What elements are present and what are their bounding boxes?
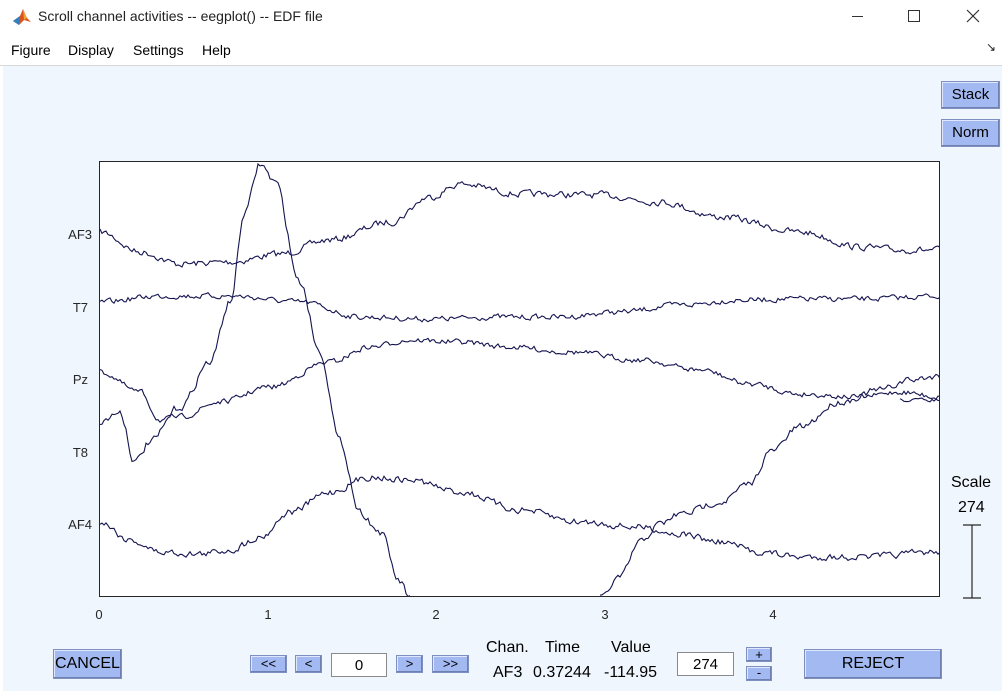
scroll-first-button[interactable]: << <box>250 655 287 673</box>
trace-af4 <box>100 475 939 562</box>
value-header: Value <box>611 639 651 656</box>
trace-af4-tail <box>899 397 939 403</box>
minimize-button[interactable] <box>834 0 880 34</box>
scale-input[interactable] <box>677 652 734 676</box>
scroll-last-button[interactable]: >> <box>432 655 469 673</box>
reject-button[interactable]: REJECT <box>804 649 942 679</box>
scale-increase-button[interactable]: + <box>746 647 772 662</box>
menu-figure[interactable]: Figure <box>11 42 51 58</box>
scroll-next-button[interactable]: > <box>396 655 423 673</box>
minimize-icon <box>852 16 863 17</box>
menu-display[interactable]: Display <box>68 42 114 58</box>
menu-settings[interactable]: Settings <box>133 42 184 58</box>
maximize-button[interactable] <box>890 0 936 34</box>
trace-t7 <box>100 292 939 323</box>
channel-label-t7: T7 <box>72 300 88 315</box>
cancel-button[interactable]: CANCEL <box>53 649 122 679</box>
time-header: Time <box>545 639 580 656</box>
chan-readout: AF3 <box>493 664 523 681</box>
x-tick-3: 3 <box>601 607 609 622</box>
eeg-traces <box>100 162 939 596</box>
scale-bar-icon <box>963 524 981 599</box>
channel-label-t8: T8 <box>72 445 88 460</box>
toolbar-toggle-icon[interactable]: ↘ <box>985 40 996 54</box>
x-tick-0: 0 <box>95 607 103 622</box>
trace-t8 <box>100 162 411 596</box>
window-title: Scroll channel activities -- eegplot() -… <box>38 8 323 24</box>
matlab-icon <box>12 7 32 27</box>
trace-pz <box>100 337 939 424</box>
scale-label: Scale <box>951 474 992 491</box>
maximize-icon <box>908 10 920 22</box>
scale-decrease-button[interactable]: - <box>746 666 772 681</box>
channel-label-af3: AF3 <box>68 227 92 242</box>
x-tick-4: 4 <box>769 607 777 622</box>
channel-label-pz: Pz <box>72 372 88 387</box>
menu-bar: Figure Display Settings Help ↘ <box>0 34 1002 66</box>
trace-t8-return <box>599 373 939 596</box>
window-start-input[interactable] <box>331 653 387 677</box>
title-bar: Scroll channel activities -- eegplot() -… <box>0 0 1002 34</box>
trace-af3 <box>100 180 939 268</box>
time-readout: 0.37244 <box>533 664 591 681</box>
menu-help[interactable]: Help <box>202 42 231 58</box>
x-tick-2: 2 <box>432 607 440 622</box>
norm-button[interactable]: Norm <box>941 119 1000 147</box>
chan-header: Chan. <box>486 639 529 656</box>
value-readout: -114.95 <box>604 664 658 681</box>
channel-label-af4: AF4 <box>68 517 92 532</box>
window-left-edge <box>0 66 3 691</box>
scale-value: 274 <box>958 499 985 516</box>
close-icon <box>966 9 980 23</box>
x-tick-1: 1 <box>264 607 272 622</box>
eeg-plot-axes[interactable] <box>99 161 940 597</box>
scroll-prev-button[interactable]: < <box>295 655 322 673</box>
close-button[interactable] <box>950 0 996 34</box>
stack-button[interactable]: Stack <box>941 81 1000 109</box>
